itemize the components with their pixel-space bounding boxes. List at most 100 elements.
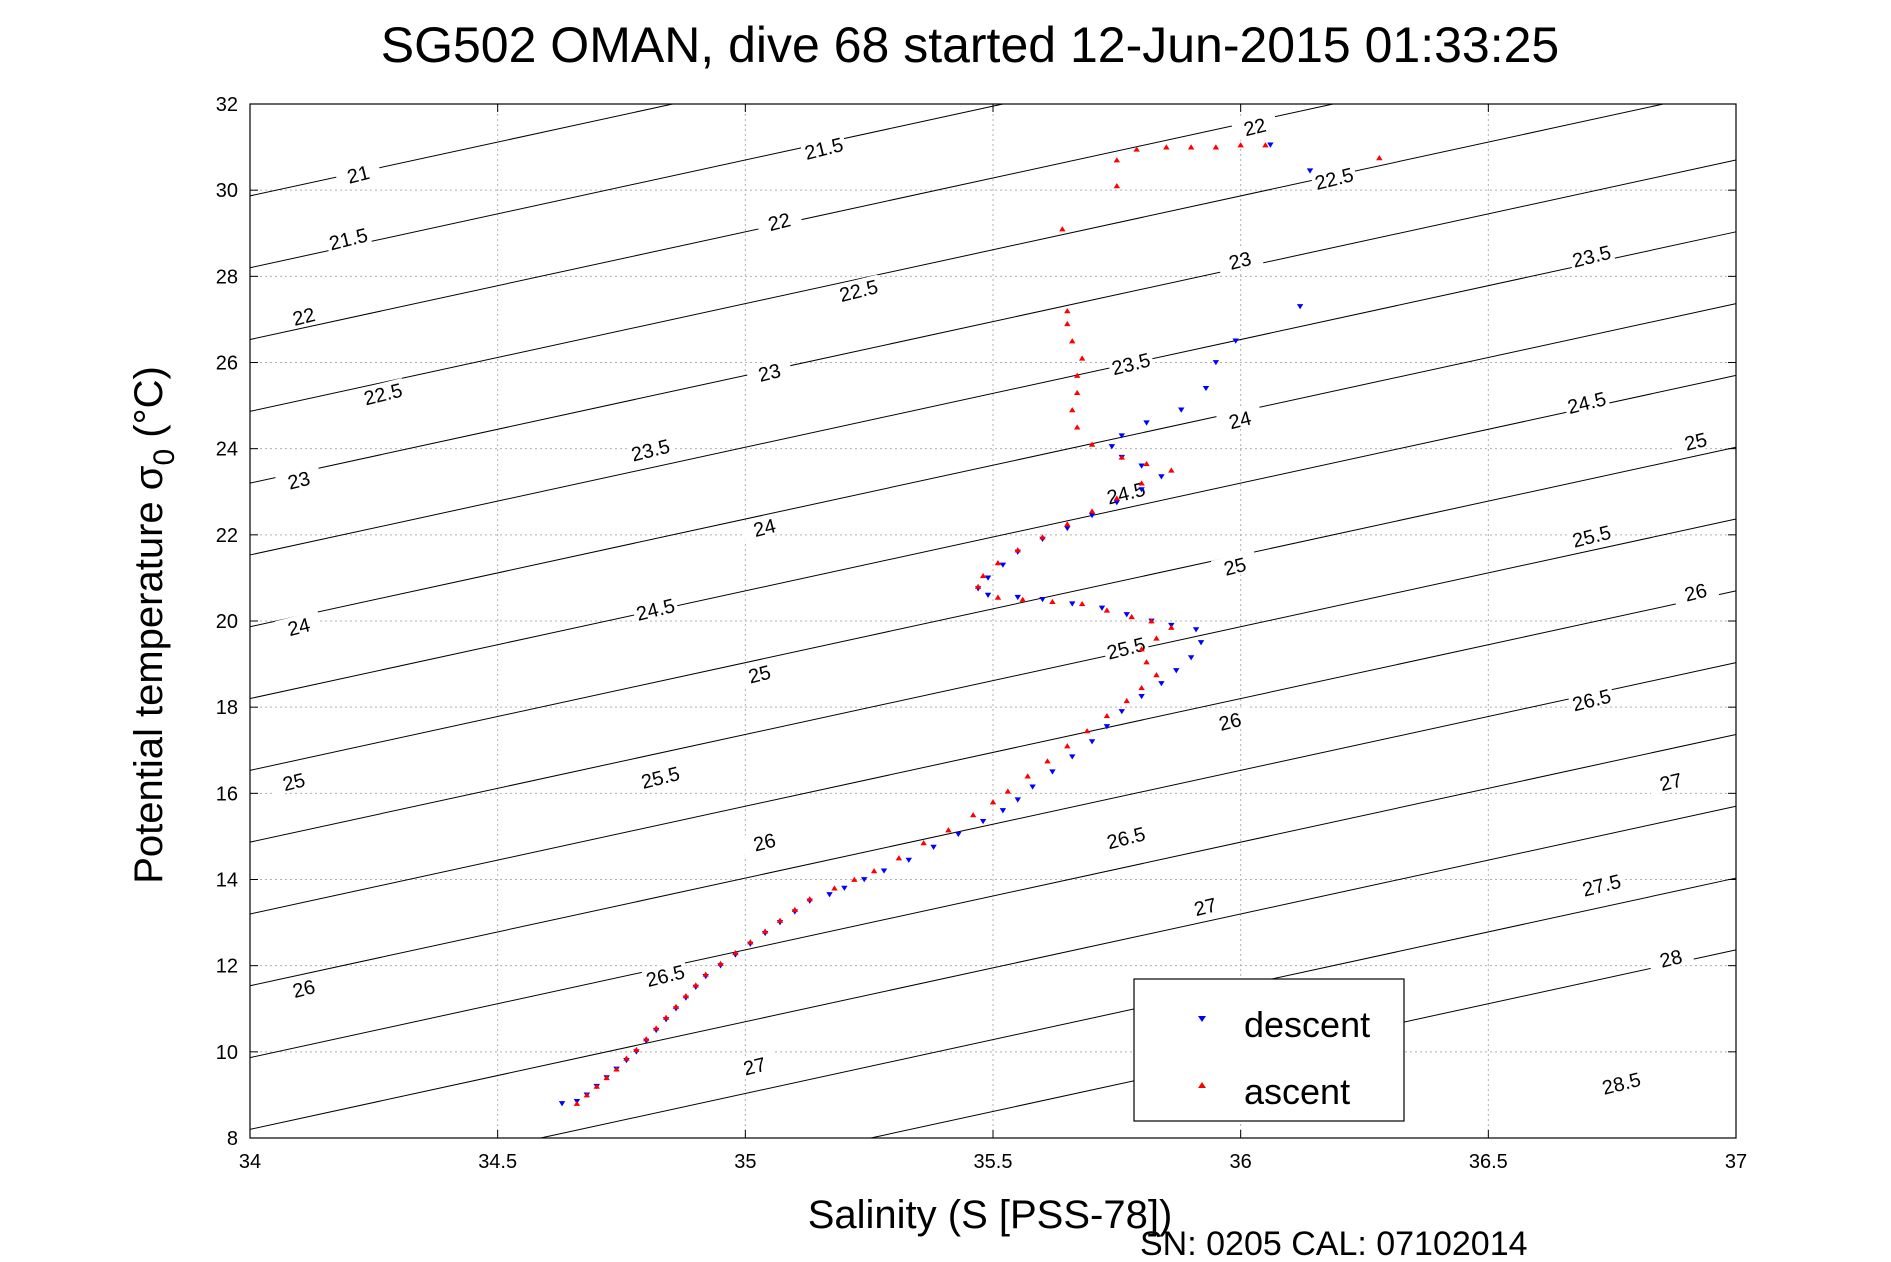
ascent-point bbox=[1103, 712, 1111, 719]
density-contour-label: 27 bbox=[1181, 890, 1229, 921]
descent-point bbox=[1064, 525, 1071, 532]
descent-point bbox=[1113, 500, 1121, 506]
ascent-point bbox=[1187, 144, 1195, 150]
density-contour-line bbox=[249, 231, 1737, 556]
descent-point bbox=[1173, 668, 1180, 674]
contour-label-mask bbox=[1567, 240, 1616, 271]
ascent-point bbox=[851, 876, 858, 882]
y-tick-label: 16 bbox=[216, 783, 238, 805]
ascent-point bbox=[1064, 308, 1071, 314]
ascent-series bbox=[573, 142, 1383, 1106]
ascent-point bbox=[1078, 355, 1086, 361]
ascent-point bbox=[662, 1014, 670, 1020]
ascent-point bbox=[1044, 758, 1051, 764]
density-contour-line bbox=[249, 103, 673, 197]
ascent-point bbox=[1064, 320, 1071, 327]
ascent-point bbox=[1138, 480, 1145, 486]
ascent-point bbox=[1069, 338, 1076, 344]
density-contours bbox=[249, 103, 1737, 1139]
y-tick-label: 26 bbox=[216, 353, 238, 375]
density-contour-line bbox=[249, 662, 1737, 987]
y-tick-label: 14 bbox=[216, 870, 238, 892]
contour-label-mask bbox=[1206, 705, 1254, 736]
ascent-point bbox=[1064, 743, 1071, 749]
contour-label-mask bbox=[1646, 942, 1695, 973]
contour-label-mask bbox=[274, 610, 323, 641]
density-contour-label: 24 bbox=[740, 511, 788, 542]
descent-point bbox=[558, 1101, 566, 1107]
x-tick-label: 34 bbox=[239, 1151, 261, 1173]
ascent-point bbox=[583, 1092, 591, 1098]
contour-label-mask bbox=[1567, 683, 1616, 715]
ascent-point bbox=[1113, 495, 1121, 501]
descent-point bbox=[1069, 754, 1076, 760]
y-tick-label: 22 bbox=[216, 525, 238, 547]
contour-label-mask bbox=[1577, 869, 1626, 900]
contour-label-mask bbox=[1230, 110, 1279, 141]
y-axis-label-spacer bbox=[127, 438, 171, 449]
descent-point bbox=[1232, 338, 1239, 344]
descent-point bbox=[1088, 513, 1096, 519]
density-contour-line bbox=[249, 103, 1664, 412]
contour-label-text: 27 bbox=[1192, 894, 1219, 921]
descent-point bbox=[1296, 304, 1304, 310]
contour-label-text: 25 bbox=[281, 769, 308, 796]
ascent-point bbox=[895, 855, 903, 861]
descent-point bbox=[1098, 605, 1106, 611]
ascent-point bbox=[1237, 142, 1244, 148]
descent-point bbox=[984, 592, 992, 598]
contour-label-text: 23 bbox=[1227, 248, 1254, 275]
contour-label-mask bbox=[1210, 550, 1259, 581]
descent-point bbox=[1029, 784, 1036, 790]
contour-label-mask bbox=[1102, 632, 1150, 663]
descent-point bbox=[930, 844, 937, 850]
density-contour-label: 27.5 bbox=[1577, 869, 1626, 902]
descent-point bbox=[1138, 487, 1145, 493]
descent-point bbox=[1014, 797, 1021, 803]
contour-label-mask bbox=[1102, 477, 1150, 508]
descent-point bbox=[1158, 474, 1165, 480]
contour-label-mask bbox=[1671, 576, 1720, 607]
contour-label-text: 25 bbox=[1222, 554, 1249, 581]
contour-label-text: 27 bbox=[741, 1054, 768, 1081]
contour-label-mask bbox=[740, 511, 788, 542]
contour-label-mask bbox=[269, 765, 318, 796]
ascent-point bbox=[1014, 547, 1021, 553]
descent-point bbox=[999, 562, 1007, 568]
ascent-point bbox=[1212, 144, 1220, 150]
density-contour-label: 25 bbox=[1210, 550, 1259, 581]
x-tick-label: 35.5 bbox=[974, 1151, 1013, 1173]
ascent-point bbox=[1074, 389, 1081, 396]
ascent-point bbox=[633, 1046, 640, 1053]
ascent-point bbox=[1074, 372, 1081, 378]
descent-point bbox=[1178, 407, 1185, 413]
contour-label-text: 26 bbox=[751, 830, 778, 857]
contour-label-text: 26 bbox=[1682, 580, 1709, 607]
contour-label-mask bbox=[279, 972, 328, 1003]
density-contour-line bbox=[249, 303, 1737, 628]
contour-label-mask bbox=[745, 356, 793, 387]
descent-point bbox=[984, 575, 992, 581]
y-tick-label: 24 bbox=[216, 439, 238, 461]
contour-label-mask bbox=[755, 205, 803, 236]
contour-label-text: 21 bbox=[345, 162, 372, 189]
contour-label-mask bbox=[359, 378, 407, 409]
descent-point bbox=[905, 857, 912, 863]
descent-point bbox=[1039, 597, 1046, 603]
x-axis-label: Salinity (S [PSS-78]) bbox=[808, 1193, 1173, 1237]
density-contour-line bbox=[249, 518, 1737, 843]
contour-label-mask bbox=[1562, 386, 1611, 417]
ascent-point bbox=[831, 885, 838, 891]
legend-ascent-marker bbox=[1198, 1082, 1206, 1088]
ascent-point bbox=[1019, 596, 1026, 602]
contour-label-text: 22 bbox=[766, 209, 793, 236]
descent-point bbox=[1014, 594, 1021, 601]
y-tick-label: 8 bbox=[227, 1128, 238, 1150]
contour-label-mask bbox=[334, 158, 382, 189]
density-contour-line bbox=[249, 159, 1737, 484]
x-tick-label: 35 bbox=[734, 1151, 756, 1173]
ascent-point bbox=[761, 928, 769, 934]
density-contour-label: 23 bbox=[745, 356, 793, 387]
ascent-point bbox=[603, 1074, 610, 1081]
density-contour-line bbox=[249, 733, 1737, 1059]
